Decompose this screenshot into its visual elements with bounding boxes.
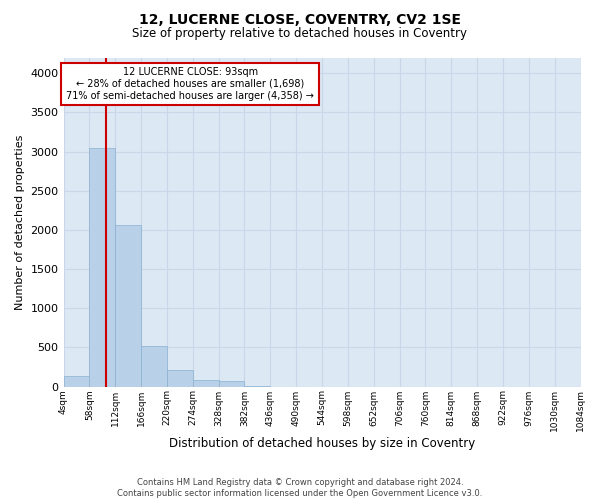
X-axis label: Distribution of detached houses by size in Coventry: Distribution of detached houses by size … [169, 437, 475, 450]
Bar [141, 346, 167, 387]
Bar [115, 225, 141, 386]
Bar [167, 370, 193, 386]
Text: Contains HM Land Registry data © Crown copyright and database right 2024.
Contai: Contains HM Land Registry data © Crown c… [118, 478, 482, 498]
Bar [64, 376, 89, 386]
Y-axis label: Number of detached properties: Number of detached properties [15, 134, 25, 310]
Text: Size of property relative to detached houses in Coventry: Size of property relative to detached ho… [133, 28, 467, 40]
Bar [193, 380, 218, 386]
Text: 12 LUCERNE CLOSE: 93sqm
← 28% of detached houses are smaller (1,698)
71% of semi: 12 LUCERNE CLOSE: 93sqm ← 28% of detache… [66, 68, 314, 100]
Bar [218, 382, 244, 386]
Bar [89, 148, 115, 386]
Text: 12, LUCERNE CLOSE, COVENTRY, CV2 1SE: 12, LUCERNE CLOSE, COVENTRY, CV2 1SE [139, 12, 461, 26]
